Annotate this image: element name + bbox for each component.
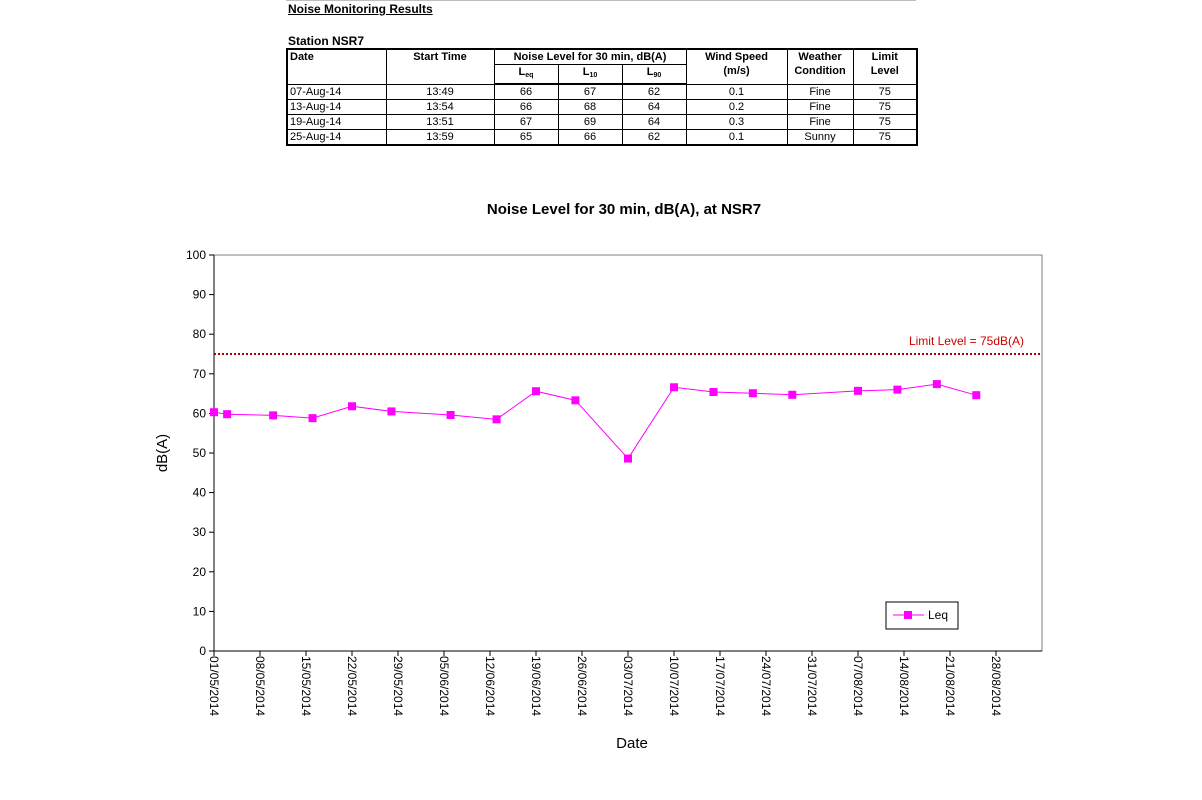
cell-weather: Sunny (786, 129, 854, 146)
cell-weather: Fine (786, 114, 854, 130)
header-leq: Leq (493, 64, 559, 85)
x-tick-label: 22/05/2014 (345, 656, 359, 716)
data-point-leq (387, 407, 396, 416)
cell-l10: 69 (557, 114, 623, 130)
cell-l90: 62 (621, 129, 687, 146)
y-tick-label: 50 (193, 446, 207, 460)
report-title: Noise Monitoring Results (288, 2, 433, 16)
limit-label: Limit Level = 75dB(A) (909, 334, 1024, 348)
header-l10: L10 (557, 64, 623, 85)
legend-marker (904, 611, 912, 619)
cell-l90: 64 (621, 114, 687, 130)
chart-title: Noise Level for 30 min, dB(A), at NSR7 (487, 201, 761, 218)
data-point-leq (972, 391, 981, 400)
data-point-leq (492, 415, 501, 424)
cell-leq: 66 (493, 83, 559, 100)
y-ticks: 0 10 20 30 40 50 60 70 80 90 100 (186, 248, 214, 658)
y-tick-label: 100 (186, 248, 206, 262)
plot-area (213, 254, 1043, 652)
cell-time: 13:59 (385, 129, 495, 146)
x-axis-label: Date (616, 735, 648, 752)
cell-limit: 75 (852, 129, 918, 146)
series-leq-line (213, 383, 977, 460)
cell-date: 25-Aug-14 (286, 129, 387, 146)
table-row: 07-Aug-14 13:49 66 67 62 0.1 Fine 75 (286, 83, 918, 100)
table-subheader-row: Leq L10 L90 (287, 64, 917, 85)
x-tick-label: 07/08/2014 (851, 656, 865, 716)
data-point-leq (348, 402, 356, 411)
title-rule (286, 0, 916, 1)
legend-label-leq: Leq (928, 608, 948, 622)
x-tick-label: 03/07/2014 (621, 656, 635, 716)
y-tick-label: 30 (193, 525, 207, 539)
cell-leq: 67 (493, 114, 559, 130)
data-point-leq (571, 396, 580, 405)
x-tick-label: 19/06/2014 (529, 656, 543, 716)
x-tick-label: 21/08/2014 (943, 656, 957, 716)
header-wind-speed: Wind Speed (m/s) (685, 48, 788, 85)
x-tick-label: 01/05/2014 (207, 656, 221, 716)
x-tick-label: 24/07/2014 (759, 656, 773, 716)
header-start-time: Start Time (385, 48, 495, 85)
cell-date: 19-Aug-14 (286, 114, 387, 130)
x-tick-label: 10/07/2014 (667, 656, 681, 716)
y-tick-label: 90 (193, 288, 207, 302)
header-noise-level: Noise Level for 30 min, dB(A) (493, 48, 687, 65)
y-tick-label: 10 (193, 604, 207, 618)
y-axis-label: dB(A) (154, 434, 171, 472)
cell-time: 13:51 (385, 114, 495, 130)
y-tick-label: 80 (193, 327, 207, 341)
x-tick-label: 26/06/2014 (575, 656, 589, 716)
data-point-leq (624, 454, 632, 463)
data-point-leq (854, 386, 862, 395)
data-point-leq (748, 389, 757, 398)
cell-wind: 0.3 (685, 114, 788, 130)
noise-table: Date Start Time Noise Level for 30 min, … (286, 48, 919, 146)
table-body: 07-Aug-14 13:49 66 67 62 0.1 Fine 75 13-Aug-14 13… (286, 83, 918, 146)
x-ticks: 01/05/2014 08/05/2014 15/05/2014 22/05/2014… (207, 651, 1003, 716)
x-tick-label: 31/07/2014 (805, 656, 819, 716)
header-limit: Limit Level (852, 48, 918, 85)
station-label: Station NSR7 (288, 34, 365, 48)
x-tick-label: 17/07/2014 (713, 656, 727, 716)
data-point-leq (532, 387, 540, 396)
y-tick-label: 60 (193, 406, 207, 420)
data-point-leq (446, 410, 455, 419)
x-tick-label: 05/06/2014 (437, 656, 451, 716)
cell-limit: 75 (852, 83, 918, 100)
y-tick-label: 40 (193, 486, 207, 500)
x-tick-label: 28/08/2014 (989, 656, 1003, 716)
x-tick-label: 08/05/2014 (253, 656, 267, 716)
header-weather: Weather Condition (786, 48, 854, 85)
cell-wind: 0.1 (685, 129, 788, 146)
y-tick-label: 0 (199, 644, 206, 658)
cell-weather: Fine (786, 99, 854, 115)
x-tick-label: 14/08/2014 (897, 656, 911, 716)
data-point-leq (269, 411, 278, 420)
data-point-leq (788, 390, 797, 399)
data-point-leq (670, 383, 678, 392)
y-tick-label: 20 (193, 565, 207, 579)
table-row: 25-Aug-14 13:59 65 66 62 0.1 Sunny 75 (286, 129, 918, 146)
legend: Leq (885, 601, 959, 630)
cell-date: 07-Aug-14 (286, 83, 387, 100)
x-tick-label: 12/06/2014 (483, 656, 497, 716)
table-row: 19-Aug-14 13:51 67 69 64 0.3 Fine 75 (286, 114, 918, 130)
x-tick-label: 29/05/2014 (391, 656, 405, 716)
data-point-leq (893, 385, 902, 394)
data-point-leq (223, 410, 232, 419)
table-header-row: Date Start Time Noise Level for 30 min, … (286, 48, 918, 85)
y-tick-label: 70 (193, 367, 207, 381)
data-point-leq (308, 414, 317, 423)
series-leq-markers (210, 380, 981, 463)
data-point-leq (210, 408, 218, 417)
header-l90: L90 (621, 64, 687, 85)
cell-date: 13-Aug-14 (286, 99, 387, 115)
data-point-leq (932, 380, 941, 389)
x-tick-label: 15/05/2014 (299, 656, 313, 716)
cell-limit: 75 (852, 114, 918, 130)
data-point-leq (709, 388, 718, 397)
